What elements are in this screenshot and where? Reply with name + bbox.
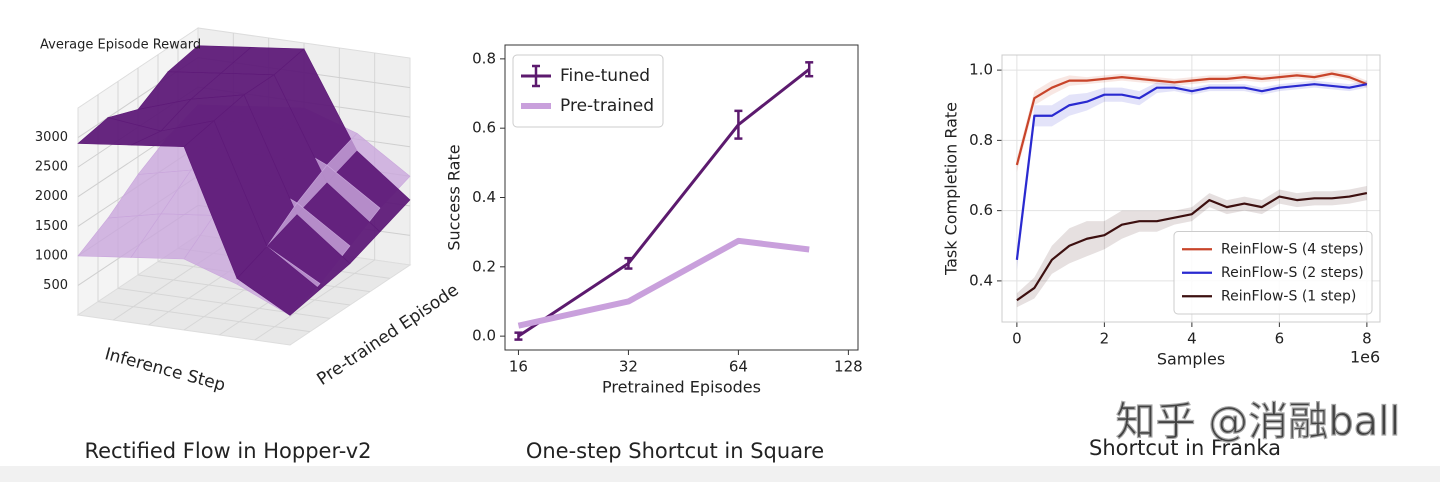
surface-patch	[236, 246, 321, 316]
y-tick-label: 0.8	[472, 49, 496, 67]
z-tick-label: 2000	[35, 189, 68, 204]
z-tick-label: 1000	[35, 248, 68, 263]
x-tick-label: 8	[1362, 330, 1372, 348]
x-axis-label: Samples	[1157, 350, 1225, 369]
y-axis-label: Task Completion Rate	[942, 102, 961, 276]
legend-label: ReinFlow-S (4 steps)	[1221, 241, 1364, 257]
x-tick-label: 16	[509, 358, 528, 376]
x-tick-label: 2	[1100, 330, 1110, 348]
caption: Rectified Flow in Hopper-v2	[84, 439, 371, 463]
x-tick-label: 64	[729, 358, 748, 376]
z-tick-label: 500	[43, 278, 68, 293]
y-tick-label: 0.6	[472, 119, 496, 137]
legend-label: ReinFlow-S (2 steps)	[1221, 265, 1364, 281]
plot-frame	[1001, 54, 1381, 323]
series-line	[517, 237, 810, 329]
x-tick-label: 6	[1275, 330, 1285, 348]
y-tick-label: 0.0	[472, 327, 496, 345]
legend-label: ReinFlow-S (1 step)	[1221, 288, 1356, 304]
legend-label: Pre-trained	[560, 96, 654, 116]
y-axis-label: Success Rate	[445, 144, 464, 250]
z-axis-label: Average Episode Reward	[40, 38, 201, 53]
y-tick-label: 0.8	[969, 131, 993, 149]
series-line	[1015, 72, 1368, 166]
series-line	[1015, 83, 1368, 260]
plot-frame	[504, 44, 859, 351]
x-tick-label: 0	[1012, 330, 1022, 348]
y-tick-label: 0.2	[472, 257, 496, 275]
offset-label: 1e6	[1350, 348, 1380, 367]
caption: One-step Shortcut in Square	[526, 439, 824, 463]
y-tick-label: 1.0	[969, 61, 993, 79]
caption: Shortcut in Franka	[1089, 436, 1281, 460]
x-tick-label: 4	[1187, 330, 1197, 348]
legend-label: Fine-tuned	[560, 66, 650, 86]
z-tick-label: 2500	[35, 160, 68, 175]
watermark: 知乎 @消融ball	[1116, 399, 1401, 445]
y-tick-label: 0.4	[472, 188, 496, 206]
z-tick-label: 3000	[35, 130, 68, 145]
x-tick-label: 32	[619, 358, 638, 376]
x-axis-label: Pretrained Episodes	[602, 378, 761, 397]
x-tick-label: 128	[834, 358, 863, 376]
z-tick-label: 1500	[35, 219, 68, 234]
y-tick-label: 0.6	[969, 201, 993, 219]
series-line	[517, 68, 811, 338]
y-tick-label: 0.4	[969, 271, 993, 289]
legend-box	[1173, 231, 1373, 315]
series-line	[1016, 191, 1368, 302]
bottom-strip	[0, 466, 1440, 482]
